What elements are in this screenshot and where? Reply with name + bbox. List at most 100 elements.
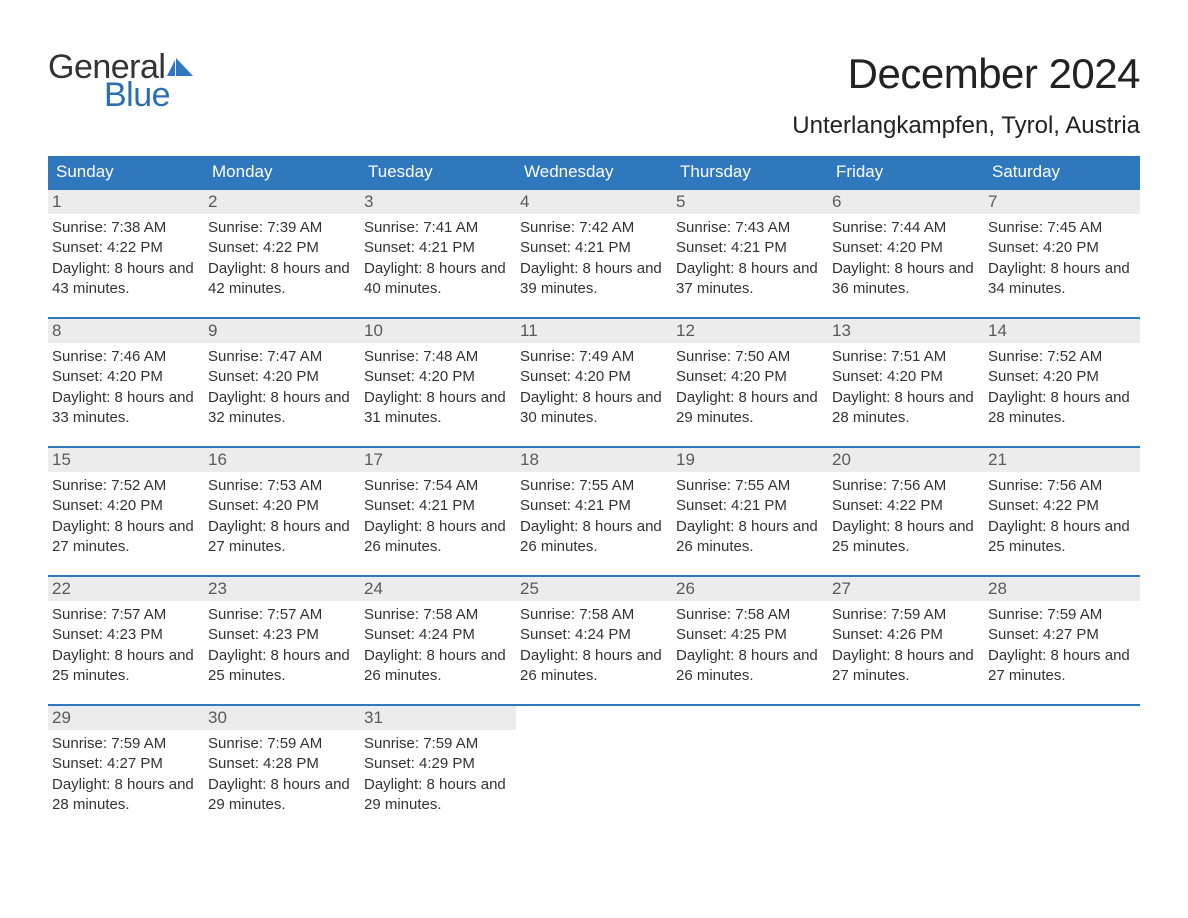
title-block: December 2024 Unterlangkampfen, Tyrol, A…: [792, 50, 1140, 150]
sunset-text: Sunset: 4:21 PM: [676, 238, 824, 258]
daylight-text: Daylight: 8 hours and 33 minutes.: [52, 388, 200, 429]
sunset-text: Sunset: 4:20 PM: [988, 367, 1136, 387]
sunset-text: Sunset: 4:21 PM: [364, 496, 512, 516]
day-number: 28: [984, 577, 1140, 601]
sunset-text: Sunset: 4:24 PM: [364, 625, 512, 645]
sunset-text: Sunset: 4:27 PM: [52, 754, 200, 774]
day-number: 21: [984, 448, 1140, 472]
sunrise-text: Sunrise: 7:42 AM: [520, 218, 668, 238]
sunrise-text: Sunrise: 7:59 AM: [988, 605, 1136, 625]
sunset-text: Sunset: 4:20 PM: [52, 496, 200, 516]
day-body: Sunrise: 7:42 AMSunset: 4:21 PMDaylight:…: [516, 214, 672, 303]
day-number: 3: [360, 190, 516, 214]
day-body: Sunrise: 7:56 AMSunset: 4:22 PMDaylight:…: [828, 472, 984, 561]
day-body: Sunrise: 7:43 AMSunset: 4:21 PMDaylight:…: [672, 214, 828, 303]
sunrise-text: Sunrise: 7:52 AM: [52, 476, 200, 496]
sunset-text: Sunset: 4:27 PM: [988, 625, 1136, 645]
day-cell: 25Sunrise: 7:58 AMSunset: 4:24 PMDayligh…: [516, 577, 672, 690]
sunset-text: Sunset: 4:24 PM: [520, 625, 668, 645]
day-number: 26: [672, 577, 828, 601]
day-body: Sunrise: 7:55 AMSunset: 4:21 PMDaylight:…: [672, 472, 828, 561]
sunset-text: Sunset: 4:23 PM: [52, 625, 200, 645]
week-row: 1Sunrise: 7:38 AMSunset: 4:22 PMDaylight…: [48, 188, 1140, 303]
weekday-cell: Sunday: [48, 156, 204, 188]
day-cell: 20Sunrise: 7:56 AMSunset: 4:22 PMDayligh…: [828, 448, 984, 561]
daylight-text: Daylight: 8 hours and 29 minutes.: [364, 775, 512, 816]
sunrise-text: Sunrise: 7:50 AM: [676, 347, 824, 367]
day-cell: 4Sunrise: 7:42 AMSunset: 4:21 PMDaylight…: [516, 190, 672, 303]
day-body: Sunrise: 7:57 AMSunset: 4:23 PMDaylight:…: [204, 601, 360, 690]
sunrise-text: Sunrise: 7:58 AM: [520, 605, 668, 625]
sunset-text: Sunset: 4:20 PM: [676, 367, 824, 387]
daylight-text: Daylight: 8 hours and 26 minutes.: [676, 646, 824, 687]
day-body: Sunrise: 7:38 AMSunset: 4:22 PMDaylight:…: [48, 214, 204, 303]
weeks-container: 1Sunrise: 7:38 AMSunset: 4:22 PMDaylight…: [48, 188, 1140, 819]
sunrise-text: Sunrise: 7:56 AM: [832, 476, 980, 496]
day-number: 7: [984, 190, 1140, 214]
sunset-text: Sunset: 4:22 PM: [832, 496, 980, 516]
sunset-text: Sunset: 4:21 PM: [520, 238, 668, 258]
weekday-cell: Friday: [828, 156, 984, 188]
day-number: 8: [48, 319, 204, 343]
day-number: 23: [204, 577, 360, 601]
day-body: Sunrise: 7:53 AMSunset: 4:20 PMDaylight:…: [204, 472, 360, 561]
sunrise-text: Sunrise: 7:51 AM: [832, 347, 980, 367]
daylight-text: Daylight: 8 hours and 26 minutes.: [364, 646, 512, 687]
day-cell: 1Sunrise: 7:38 AMSunset: 4:22 PMDaylight…: [48, 190, 204, 303]
day-body: Sunrise: 7:39 AMSunset: 4:22 PMDaylight:…: [204, 214, 360, 303]
day-cell: 10Sunrise: 7:48 AMSunset: 4:20 PMDayligh…: [360, 319, 516, 432]
day-body: Sunrise: 7:46 AMSunset: 4:20 PMDaylight:…: [48, 343, 204, 432]
day-cell: 23Sunrise: 7:57 AMSunset: 4:23 PMDayligh…: [204, 577, 360, 690]
day-number: 10: [360, 319, 516, 343]
day-number: 31: [360, 706, 516, 730]
day-cell: 6Sunrise: 7:44 AMSunset: 4:20 PMDaylight…: [828, 190, 984, 303]
day-cell: 16Sunrise: 7:53 AMSunset: 4:20 PMDayligh…: [204, 448, 360, 561]
day-cell: 22Sunrise: 7:57 AMSunset: 4:23 PMDayligh…: [48, 577, 204, 690]
day-number: 24: [360, 577, 516, 601]
daylight-text: Daylight: 8 hours and 26 minutes.: [520, 517, 668, 558]
sunrise-text: Sunrise: 7:59 AM: [52, 734, 200, 754]
sunset-text: Sunset: 4:22 PM: [208, 238, 356, 258]
sunset-text: Sunset: 4:28 PM: [208, 754, 356, 774]
logo-blue-text: Blue: [104, 78, 195, 112]
sunset-text: Sunset: 4:20 PM: [832, 367, 980, 387]
day-number: 18: [516, 448, 672, 472]
day-body: Sunrise: 7:54 AMSunset: 4:21 PMDaylight:…: [360, 472, 516, 561]
day-cell: 11Sunrise: 7:49 AMSunset: 4:20 PMDayligh…: [516, 319, 672, 432]
calendar: SundayMondayTuesdayWednesdayThursdayFrid…: [48, 156, 1140, 819]
day-body: Sunrise: 7:59 AMSunset: 4:27 PMDaylight:…: [984, 601, 1140, 690]
day-body: Sunrise: 7:57 AMSunset: 4:23 PMDaylight:…: [48, 601, 204, 690]
daylight-text: Daylight: 8 hours and 42 minutes.: [208, 259, 356, 300]
day-cell: 17Sunrise: 7:54 AMSunset: 4:21 PMDayligh…: [360, 448, 516, 561]
day-cell: 30Sunrise: 7:59 AMSunset: 4:28 PMDayligh…: [204, 706, 360, 819]
day-body: Sunrise: 7:59 AMSunset: 4:28 PMDaylight:…: [204, 730, 360, 819]
sunrise-text: Sunrise: 7:44 AM: [832, 218, 980, 238]
day-cell: 19Sunrise: 7:55 AMSunset: 4:21 PMDayligh…: [672, 448, 828, 561]
weekday-cell: Monday: [204, 156, 360, 188]
day-number: 2: [204, 190, 360, 214]
daylight-text: Daylight: 8 hours and 25 minutes.: [208, 646, 356, 687]
sunset-text: Sunset: 4:21 PM: [520, 496, 668, 516]
day-number: 4: [516, 190, 672, 214]
logo: General Blue: [48, 50, 195, 112]
day-number: 17: [360, 448, 516, 472]
sunrise-text: Sunrise: 7:48 AM: [364, 347, 512, 367]
day-number: 27: [828, 577, 984, 601]
daylight-text: Daylight: 8 hours and 27 minutes.: [988, 646, 1136, 687]
day-cell: 8Sunrise: 7:46 AMSunset: 4:20 PMDaylight…: [48, 319, 204, 432]
day-number: 9: [204, 319, 360, 343]
weekday-header-row: SundayMondayTuesdayWednesdayThursdayFrid…: [48, 156, 1140, 188]
month-title: December 2024: [792, 50, 1140, 98]
sunrise-text: Sunrise: 7:59 AM: [364, 734, 512, 754]
weekday-cell: Wednesday: [516, 156, 672, 188]
day-cell: 2Sunrise: 7:39 AMSunset: 4:22 PMDaylight…: [204, 190, 360, 303]
daylight-text: Daylight: 8 hours and 43 minutes.: [52, 259, 200, 300]
day-number: 14: [984, 319, 1140, 343]
day-body: Sunrise: 7:58 AMSunset: 4:24 PMDaylight:…: [516, 601, 672, 690]
daylight-text: Daylight: 8 hours and 28 minutes.: [988, 388, 1136, 429]
week-row: 22Sunrise: 7:57 AMSunset: 4:23 PMDayligh…: [48, 575, 1140, 690]
day-cell: 28Sunrise: 7:59 AMSunset: 4:27 PMDayligh…: [984, 577, 1140, 690]
daylight-text: Daylight: 8 hours and 29 minutes.: [676, 388, 824, 429]
daylight-text: Daylight: 8 hours and 26 minutes.: [520, 646, 668, 687]
day-body: Sunrise: 7:44 AMSunset: 4:20 PMDaylight:…: [828, 214, 984, 303]
